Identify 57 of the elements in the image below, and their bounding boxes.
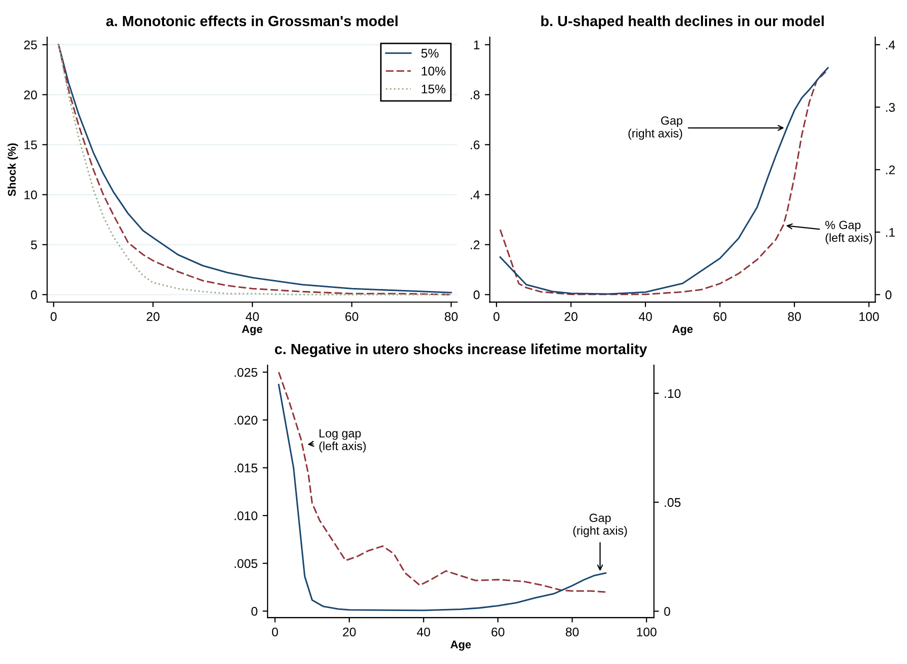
x-tick-label: 100: [637, 628, 656, 636]
y-tick-label: .015: [234, 464, 258, 472]
x-tick-label: 80: [566, 628, 579, 636]
x-tick-label: 60: [345, 312, 358, 322]
y-tick-label: .6: [470, 140, 480, 150]
y2-tick-label: 0: [885, 290, 892, 300]
annotation: % Gap (left axis): [825, 220, 872, 244]
y-tick-label: .010: [234, 511, 258, 520]
y-tick-label: 15: [24, 140, 37, 150]
x-tick-label: 0: [50, 312, 57, 322]
y-tick-label: .8: [470, 90, 480, 100]
x-tick-label: 0: [272, 628, 278, 636]
x-tick-label: 80: [444, 312, 458, 322]
x-axis-title: Age: [672, 325, 693, 336]
y-tick-label: .4: [470, 190, 480, 200]
legend-label: 15%: [422, 84, 446, 94]
chart-title: b. U-shaped health declines in our model: [541, 16, 824, 30]
x-axis-title: Age: [450, 640, 471, 651]
x-tick-label: 40: [246, 312, 259, 322]
y-axis-title: Shock (%): [8, 143, 18, 196]
x-tick-label: 80: [788, 312, 801, 322]
y-tick-label: .2: [470, 240, 480, 250]
legend-label: 5%: [421, 48, 438, 58]
x-axis-title: Age: [242, 325, 262, 336]
y-tick-label: 10: [24, 190, 37, 200]
x-tick-label: 20: [146, 312, 160, 322]
y-tick-label: .005: [234, 559, 258, 568]
y2-tick-label: .10: [664, 389, 681, 398]
y-tick-label: 1: [474, 40, 480, 50]
y-tick-label: .020: [234, 416, 258, 425]
y-tick-label: 0: [474, 290, 480, 300]
annotation: Gap (right axis): [573, 514, 627, 538]
y-tick-label: 25: [24, 40, 37, 50]
x-tick-label: 100: [859, 312, 879, 322]
x-tick-label: 60: [492, 628, 504, 636]
y-tick-label: 0: [251, 606, 258, 616]
y-tick-label: 0: [30, 290, 37, 300]
x-tick-label: 40: [638, 312, 652, 322]
y-tick-label: 20: [24, 90, 37, 100]
y2-tick-label: .4: [886, 40, 896, 50]
y2-tick-label: 0: [664, 607, 670, 616]
y-tick-label: 5: [30, 240, 37, 250]
y2-tick-label: .2: [886, 165, 895, 174]
y2-tick-label: .1: [886, 228, 895, 237]
y-tick-label: .025: [234, 368, 258, 377]
x-tick-label: 20: [342, 628, 356, 636]
legend-label: 10%: [422, 66, 446, 76]
x-tick-label: 20: [564, 312, 578, 322]
chart-title: a. Monotonic effects in Grossman's model: [106, 16, 398, 26]
y2-tick-label: .05: [664, 498, 681, 507]
annotation: Gap (right axis): [628, 116, 682, 140]
chart-title: c. Negative in utero shocks increase lifetime mortality: [274, 344, 648, 358]
x-tick-label: 0: [493, 312, 500, 322]
x-tick-label: 60: [714, 312, 726, 322]
annotation: Log gap (left axis): [319, 429, 366, 453]
x-tick-label: 40: [416, 628, 430, 636]
y2-tick-label: .3: [886, 102, 895, 112]
